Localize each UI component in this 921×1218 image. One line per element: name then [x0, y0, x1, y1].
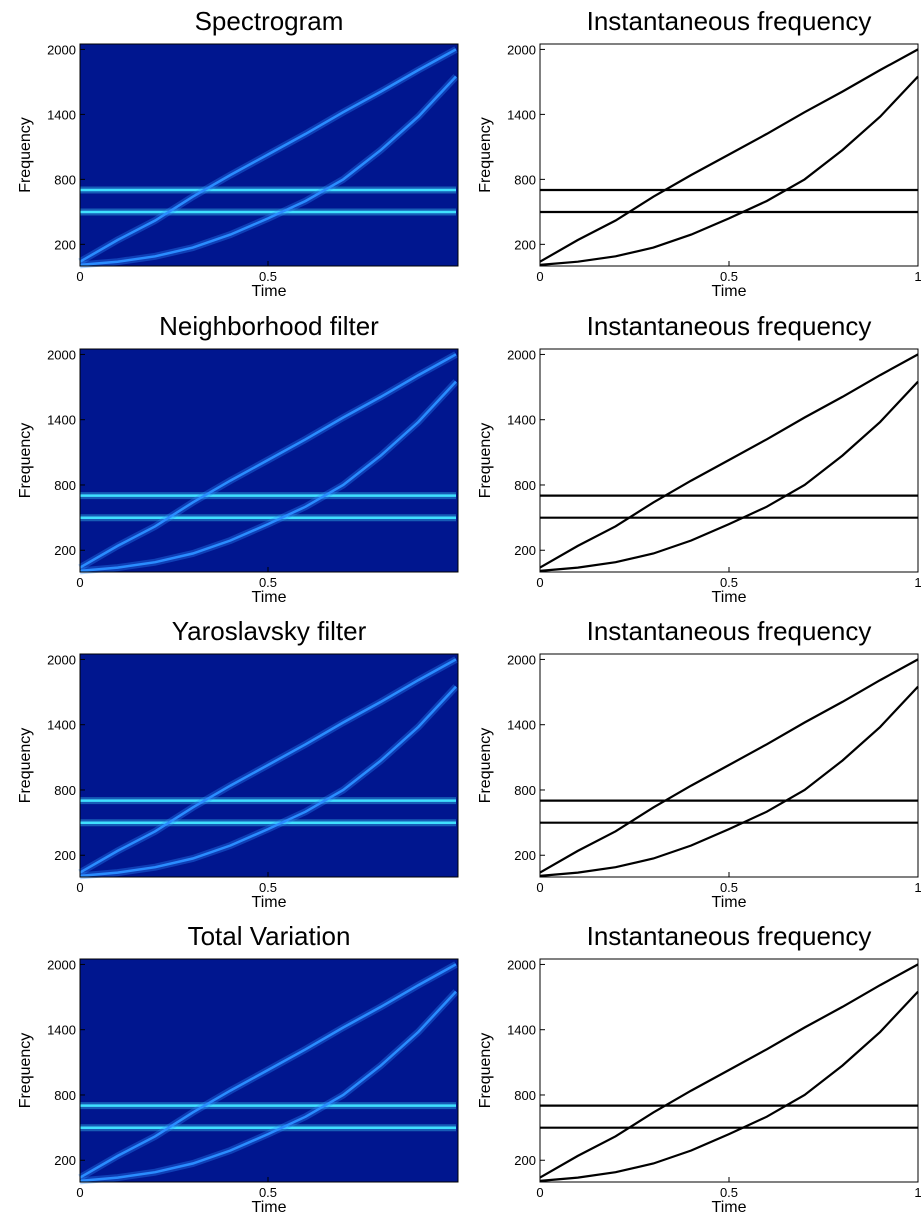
y-axis-label: Frequency	[17, 728, 34, 804]
x-axis-label: Time	[252, 894, 287, 911]
x-tick-label: 0	[536, 269, 543, 284]
chart-title: Neighborhood filter	[159, 311, 379, 341]
x-axis-label: Time	[252, 283, 287, 300]
y-tick-label: 200	[514, 1153, 536, 1168]
y-tick-label: 1400	[507, 107, 536, 122]
y-tick-label: 200	[54, 543, 76, 558]
x-axis-label: Time	[712, 894, 747, 911]
ridge	[79, 75, 457, 267]
y-tick-label: 1400	[507, 1023, 536, 1038]
x-tick-label: 0.5	[259, 1185, 277, 1200]
y-axis-label: Frequency	[477, 728, 494, 804]
ridge-line	[539, 990, 919, 1182]
x-tick-label: 1	[914, 880, 921, 895]
y-tick-label: 200	[54, 237, 76, 252]
ridge-line	[539, 48, 919, 263]
y-tick-label: 2000	[47, 652, 76, 667]
x-tick-label: 0	[76, 269, 83, 284]
x-tick-label: 1	[914, 575, 921, 590]
y-tick-label: 1400	[47, 107, 76, 122]
x-tick-label: 0.5	[259, 880, 277, 895]
y-tick-label: 2000	[507, 957, 536, 972]
x-axis-label: Time	[712, 1199, 747, 1216]
y-axis-label: Frequency	[17, 423, 34, 499]
ridge	[79, 658, 457, 874]
y-tick-label: 800	[514, 1088, 536, 1103]
x-tick-label: 0.5	[720, 269, 738, 284]
y-tick-label: 2000	[47, 957, 76, 972]
y-tick-label: 200	[514, 237, 536, 252]
y-axis-label: Frequency	[17, 1033, 34, 1109]
ridge	[79, 685, 457, 878]
chart-title: Yaroslavsky filter	[172, 616, 367, 646]
y-tick-label: 1400	[507, 413, 536, 428]
axes-frame	[79, 958, 459, 1183]
y-tick-label: 200	[54, 848, 76, 863]
x-tick-label: 1	[914, 269, 921, 284]
y-tick-label: 800	[54, 172, 76, 187]
y-tick-label: 200	[514, 848, 536, 863]
y-tick-label: 2000	[507, 347, 536, 362]
ridge	[79, 963, 457, 1179]
x-tick-label: 0	[76, 575, 83, 590]
x-axis-label: Time	[712, 283, 747, 300]
y-tick-label: 1400	[507, 718, 536, 733]
axes-frame	[79, 653, 459, 878]
ridge-line	[539, 963, 919, 1179]
chart-title: Spectrogram	[195, 6, 344, 36]
y-tick-label: 1400	[47, 718, 76, 733]
x-tick-label: 0.5	[259, 269, 277, 284]
chart-title: Instantaneous frequency	[587, 311, 872, 341]
x-tick-label: 0	[76, 1185, 83, 1200]
ridge	[79, 990, 457, 1183]
ridge-line	[539, 685, 919, 877]
x-tick-label: 0	[536, 1185, 543, 1200]
y-tick-label: 800	[54, 478, 76, 493]
y-tick-label: 2000	[47, 347, 76, 362]
x-tick-label: 1	[914, 1185, 921, 1200]
ridge-line	[539, 75, 919, 266]
y-tick-label: 800	[514, 478, 536, 493]
axes-frame	[79, 43, 459, 267]
ridge-line	[539, 353, 919, 569]
y-tick-label: 1400	[47, 413, 76, 428]
y-axis-label: Frequency	[477, 423, 494, 499]
ridge	[79, 48, 457, 263]
y-axis-label: Frequency	[17, 117, 34, 193]
chart-title: Instantaneous frequency	[587, 921, 872, 951]
y-tick-label: 800	[514, 783, 536, 798]
x-tick-label: 0.5	[720, 575, 738, 590]
x-tick-label: 0	[536, 880, 543, 895]
y-tick-label: 200	[514, 543, 536, 558]
y-tick-label: 2000	[507, 42, 536, 57]
x-axis-label: Time	[712, 589, 747, 606]
y-tick-label: 2000	[47, 42, 76, 57]
y-axis-label: Frequency	[477, 1033, 494, 1109]
chart-title: Instantaneous frequency	[587, 616, 872, 646]
y-tick-label: 1400	[47, 1023, 76, 1038]
y-tick-label: 200	[54, 1153, 76, 1168]
x-axis-label: Time	[252, 589, 287, 606]
axes-frame	[79, 348, 459, 573]
y-axis-label: Frequency	[477, 117, 494, 193]
ridge	[79, 380, 457, 573]
y-tick-label: 800	[54, 783, 76, 798]
x-tick-label: 0.5	[720, 880, 738, 895]
y-tick-label: 2000	[507, 652, 536, 667]
chart-title: Instantaneous frequency	[587, 6, 872, 36]
x-tick-label: 0.5	[720, 1185, 738, 1200]
x-tick-label: 0.5	[259, 575, 277, 590]
ridge	[79, 353, 457, 569]
chart-title: Total Variation	[188, 921, 351, 951]
y-tick-label: 800	[514, 172, 536, 187]
y-tick-label: 800	[54, 1088, 76, 1103]
x-tick-label: 0	[76, 880, 83, 895]
ridge-line	[539, 658, 919, 874]
x-tick-label: 0	[536, 575, 543, 590]
x-axis-label: Time	[252, 1199, 287, 1216]
ridge-line	[539, 380, 919, 572]
